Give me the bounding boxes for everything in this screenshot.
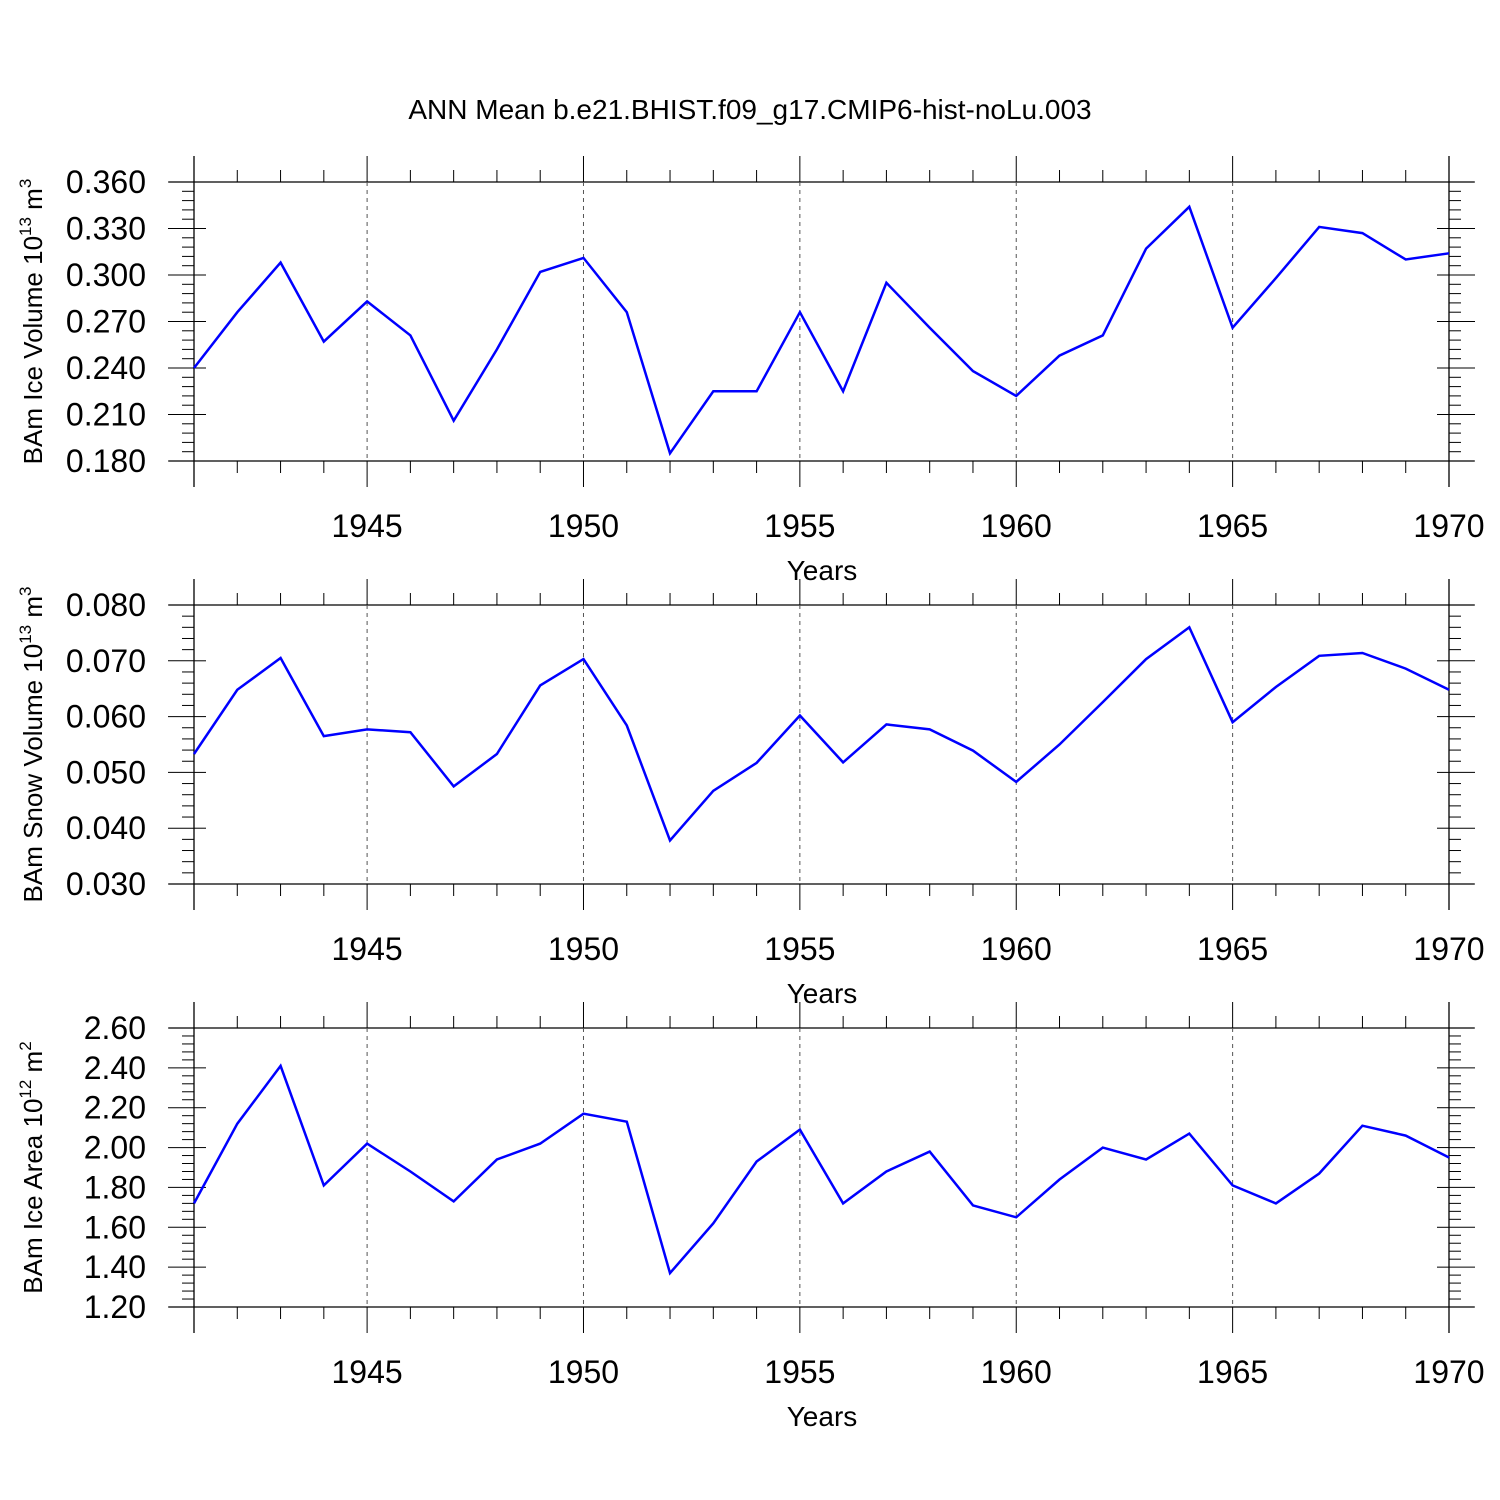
series-line: [193, 204, 1450, 457]
x-tick-label: 1950: [548, 508, 619, 544]
x-tick-label: 1950: [548, 931, 619, 967]
y-tick-label: 0.050: [66, 754, 146, 790]
chart-panel-3: 1945 1950 1955 1960 1965 1970 Years 1.20 1.40 1.6…: [16, 1002, 1485, 1432]
chart-panel-1: 1945 1950 1955 1960 1965 1970 Years 0.180 0.210 0…: [16, 156, 1485, 586]
y-tick-label: 1.20: [84, 1289, 146, 1325]
y-tick-label: 1.60: [84, 1209, 146, 1245]
x-tick-label: 1955: [764, 931, 835, 967]
y-axis-label: BAm Snow Volume 1013 m3: [16, 587, 48, 903]
x-tick-label: 1945: [332, 1354, 403, 1390]
x-axis-label: Years: [787, 978, 858, 1009]
y-tick-label: 0.210: [66, 397, 146, 433]
x-tick-label: 1960: [981, 1354, 1052, 1390]
y-tick-label: 0.360: [66, 164, 146, 200]
y-tick-label: 0.270: [66, 304, 146, 340]
x-tick-label: 1945: [332, 931, 403, 967]
x-tick-label: 1970: [1413, 508, 1484, 544]
y-tick-label: 0.030: [66, 866, 146, 902]
y-tick-label: 0.240: [66, 350, 146, 386]
x-tick-label: 1965: [1197, 931, 1268, 967]
y-tick-label: 2.60: [84, 1010, 146, 1046]
y-tick-label: 0.300: [66, 257, 146, 293]
x-tick-label: 1945: [332, 508, 403, 544]
x-tick-label: 1970: [1413, 1354, 1484, 1390]
x-axis-label: Years: [787, 1401, 858, 1432]
x-tick-label: 1955: [764, 1354, 835, 1390]
y-axis-label: BAm Ice Volume 1013 m3: [16, 179, 48, 465]
y-axis-label: BAm Ice Area 1012 m2: [16, 1041, 48, 1293]
y-tick-label: 0.080: [66, 587, 146, 623]
chart-title: ANN Mean b.e21.BHIST.f09_g17.CMIP6-hist-…: [408, 94, 1091, 125]
y-tick-label: 0.070: [66, 643, 146, 679]
chart-panel-2: 1945 1950 1955 1960 1965 1970 Years 0.030 0.040 0…: [16, 579, 1485, 1009]
y-tick-label: 2.20: [84, 1090, 146, 1126]
x-tick-label: 1955: [764, 508, 835, 544]
x-tick-label: 1965: [1197, 1354, 1268, 1390]
y-tick-label: 0.040: [66, 810, 146, 846]
y-tick-label: 0.180: [66, 443, 146, 479]
y-tick-label: 0.330: [66, 211, 146, 247]
x-axis-label: Years: [787, 555, 858, 586]
x-tick-label: 1960: [981, 508, 1052, 544]
x-tick-label: 1970: [1413, 931, 1484, 967]
x-tick-label: 1960: [981, 931, 1052, 967]
series-line: [192, 1063, 1450, 1276]
x-tick-label: 1965: [1197, 508, 1268, 544]
y-tick-label: 2.40: [84, 1050, 146, 1086]
series-line: [192, 625, 1450, 843]
y-tick-label: 2.00: [84, 1130, 146, 1166]
y-tick-label: 1.80: [84, 1169, 146, 1205]
y-tick-label: 0.060: [66, 699, 146, 735]
y-tick-label: 1.40: [84, 1249, 146, 1285]
x-tick-label: 1950: [548, 1354, 619, 1390]
